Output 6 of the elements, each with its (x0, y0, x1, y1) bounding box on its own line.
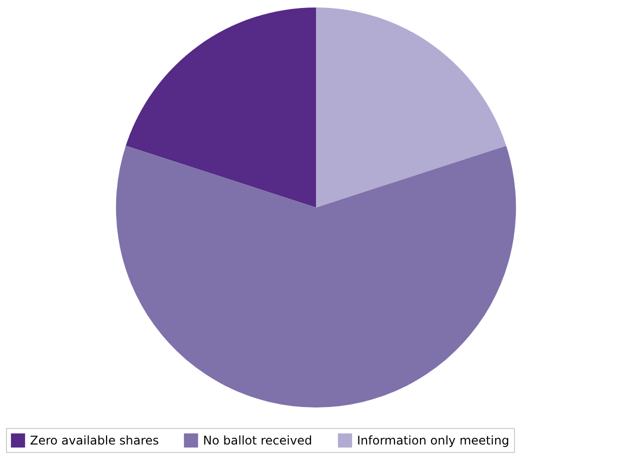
legend-label: No ballot received (203, 433, 312, 448)
pie-slice (316, 8, 506, 208)
pie-slice (126, 8, 316, 208)
legend-label: Zero available shares (30, 433, 159, 448)
legend-label: Information only meeting (357, 433, 510, 448)
pie-slice (116, 146, 516, 408)
